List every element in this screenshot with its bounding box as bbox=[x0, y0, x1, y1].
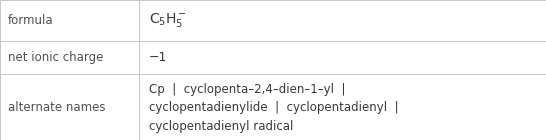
Text: Cp  |  cyclopenta–2,4–dien–1–yl  |
cyclopentadienylide  |  cyclopentadienyl  |
c: Cp | cyclopenta–2,4–dien–1–yl | cyclopen… bbox=[149, 83, 399, 133]
Text: −1: −1 bbox=[149, 51, 168, 64]
Bar bbox=[0, 74, 139, 140]
Bar bbox=[0, 41, 139, 74]
Bar bbox=[0, 0, 139, 41]
Text: net ionic charge: net ionic charge bbox=[8, 51, 104, 64]
Bar bbox=[139, 41, 546, 74]
Text: $\mathregular{C_5H_5^-}$: $\mathregular{C_5H_5^-}$ bbox=[149, 11, 187, 29]
Bar bbox=[139, 74, 546, 140]
Bar bbox=[139, 0, 546, 41]
Text: alternate names: alternate names bbox=[8, 101, 106, 114]
Text: formula: formula bbox=[8, 14, 54, 27]
